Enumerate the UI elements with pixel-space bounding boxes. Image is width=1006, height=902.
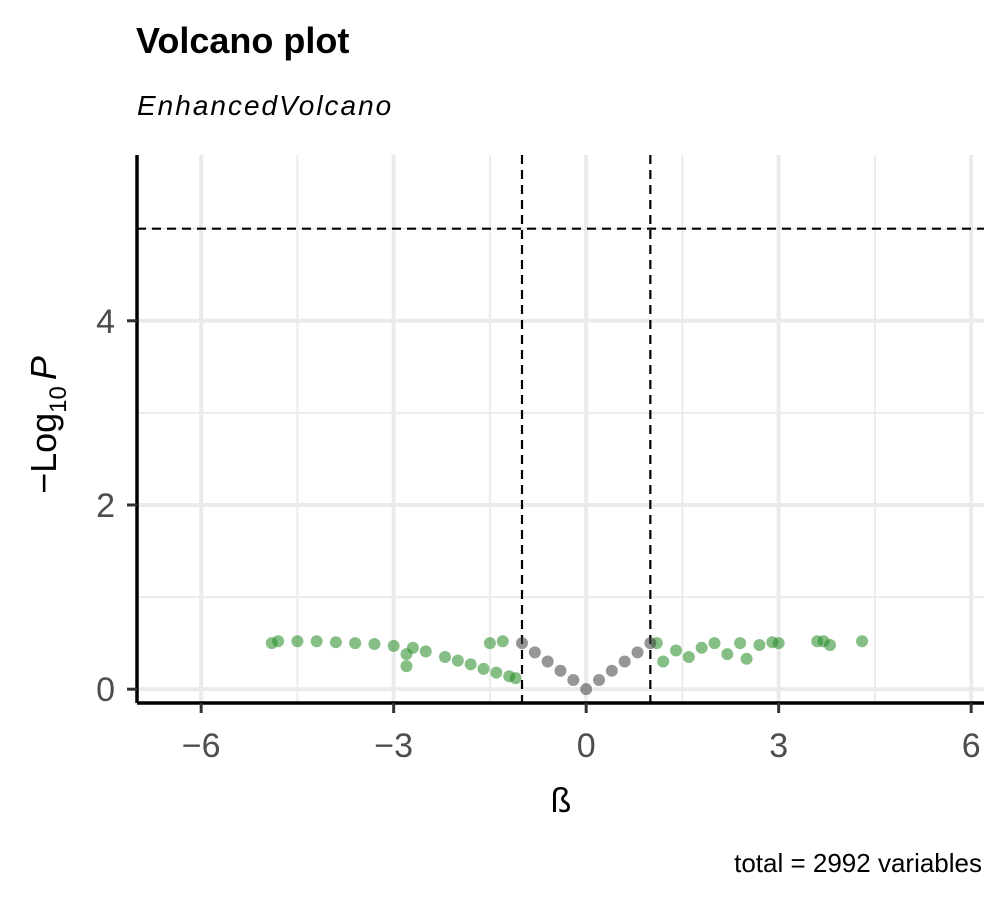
data-point — [580, 683, 592, 695]
data-point — [856, 635, 868, 647]
x-tick-label: −3 — [374, 727, 413, 765]
data-point — [619, 656, 631, 668]
data-point — [311, 635, 323, 647]
data-point — [349, 637, 361, 649]
data-point — [632, 646, 644, 658]
data-point — [497, 635, 509, 647]
data-point — [593, 674, 605, 686]
cutoff-lines — [137, 155, 984, 703]
data-point — [683, 651, 695, 663]
x-tick-label: 3 — [769, 727, 788, 765]
data-point — [606, 665, 618, 677]
data-point — [272, 635, 284, 647]
data-point — [734, 637, 746, 649]
y-axis-title: −Log10 P — [23, 356, 72, 494]
data-point — [452, 655, 464, 667]
data-point — [709, 637, 721, 649]
y-axis-title-suffix: P — [23, 356, 64, 380]
data-point — [721, 648, 733, 660]
data-point — [291, 635, 303, 647]
axes: −6 −3 0 3 6 0 2 4 — [96, 155, 984, 765]
data-point — [753, 639, 765, 651]
y-tick-label: 2 — [96, 487, 115, 525]
data-point — [824, 639, 836, 651]
data-point — [484, 637, 496, 649]
data-point — [670, 645, 682, 657]
data-point — [407, 642, 419, 654]
x-tick-label: 0 — [577, 727, 596, 765]
data-point — [555, 665, 567, 677]
x-axis-title: ß — [551, 782, 572, 820]
data-point — [401, 660, 413, 672]
data-point — [510, 672, 522, 684]
y-axis-title-subscript: 10 — [45, 386, 72, 413]
data-point — [567, 674, 579, 686]
x-tick-label: 6 — [962, 727, 981, 765]
data-point — [516, 637, 528, 649]
data-point — [388, 640, 400, 652]
data-point — [657, 656, 669, 668]
data-point — [773, 637, 785, 649]
data-point — [644, 637, 656, 649]
data-point — [420, 645, 432, 657]
data-point — [490, 667, 502, 679]
data-point — [465, 658, 477, 670]
data-point — [330, 636, 342, 648]
y-tick-label: 4 — [96, 303, 115, 341]
y-axis-title-prefix: −Log — [23, 413, 64, 494]
data-point — [542, 656, 554, 668]
y-tick-label: 0 — [96, 671, 115, 709]
data-point — [529, 646, 541, 658]
data-point — [368, 638, 380, 650]
data-point — [696, 642, 708, 654]
grid — [137, 155, 984, 703]
data-point — [741, 653, 753, 665]
data-point — [439, 651, 451, 663]
x-tick-label: −6 — [182, 727, 221, 765]
data-point — [478, 663, 490, 675]
